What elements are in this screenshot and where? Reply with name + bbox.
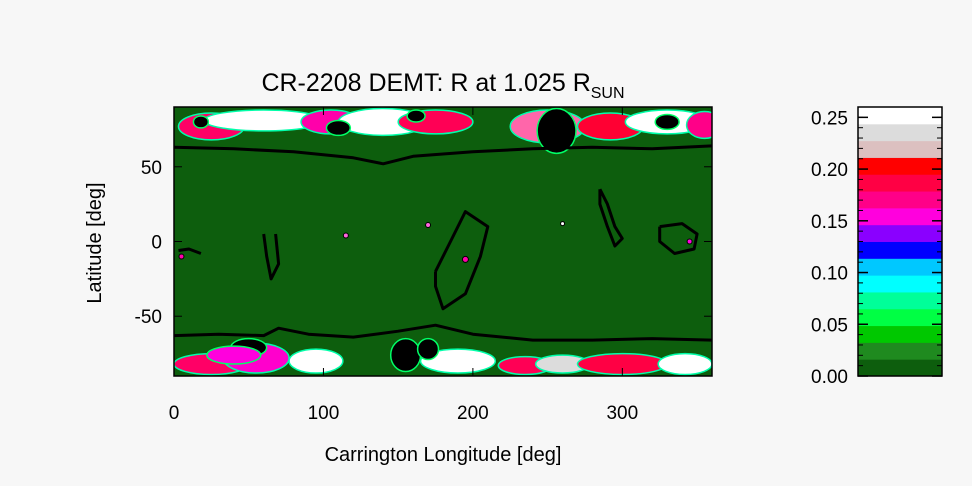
y-tick-label: 0 xyxy=(151,233,162,254)
map-region xyxy=(685,110,712,140)
map-hole xyxy=(192,115,210,129)
colorbar-step xyxy=(858,258,942,276)
colorbar-tick-label: 0.15 xyxy=(811,212,848,233)
map-boundary-line xyxy=(174,323,712,342)
chart-title-main: CR-2208 DEMT: R at 1.025 R xyxy=(261,69,590,97)
map-hole xyxy=(389,337,422,373)
map-spot xyxy=(178,253,185,260)
map-spot xyxy=(686,238,693,245)
colorbar-step xyxy=(858,291,942,310)
chart-title: CR-2208 DEMT: R at 1.025 RSUN xyxy=(261,69,624,102)
y-axis-label: Latitude [deg] xyxy=(84,182,106,303)
y-tick-label: -50 xyxy=(135,307,162,328)
colorbar: 0.00 0.05 0.10 0.15 0.20 0.25 xyxy=(811,106,943,388)
colorbar-color-steps xyxy=(858,107,942,377)
map-hole xyxy=(654,113,680,131)
map-spot xyxy=(461,255,469,263)
colorbar-step xyxy=(858,308,942,327)
map-data-layer xyxy=(174,107,712,376)
map-hole xyxy=(206,345,262,365)
map-region xyxy=(657,352,712,376)
map-hole xyxy=(325,119,352,137)
map-spot xyxy=(425,222,432,229)
colorbar-step xyxy=(858,174,942,192)
colorbar-step xyxy=(858,241,942,259)
map-ticks: 0 100 200 300 50 0 -50 xyxy=(135,107,712,424)
colorbar-step xyxy=(858,224,942,242)
map-boundary-line xyxy=(262,233,281,281)
colorbar-step xyxy=(858,207,942,226)
map-spot xyxy=(560,221,566,227)
map-boundary-line xyxy=(178,247,202,255)
colorbar-step xyxy=(858,107,942,125)
map-region xyxy=(288,348,344,374)
map-region xyxy=(419,348,497,374)
colorbar-step xyxy=(858,191,942,209)
colorbar-step xyxy=(858,342,942,360)
colorbar-step xyxy=(858,359,942,377)
x-axis-label: Carrington Longitude [deg] xyxy=(325,444,562,466)
colorbar-tick-label: 0.00 xyxy=(811,367,848,388)
colorbar-tick-label: 0.10 xyxy=(811,264,848,285)
chart-title-subscript: SUN xyxy=(591,85,625,102)
map-spot xyxy=(342,232,349,239)
colorbar-step xyxy=(858,325,942,343)
y-tick-label: 50 xyxy=(141,158,162,179)
map-boundary-line xyxy=(434,210,490,311)
map-boundary-line xyxy=(658,222,699,255)
colorbar-step xyxy=(858,123,942,142)
colorbar-step xyxy=(858,157,942,175)
colorbar-tick-label: 0.25 xyxy=(811,108,848,129)
x-tick-label: 100 xyxy=(308,403,340,424)
colorbar-tick-label: 0.05 xyxy=(811,315,848,336)
map-boundary-line xyxy=(174,144,712,166)
x-tick-label: 200 xyxy=(457,403,489,424)
colorbar-step xyxy=(858,275,942,293)
map-hole xyxy=(406,109,426,123)
x-tick-label: 0 xyxy=(169,403,180,424)
map-hole xyxy=(416,337,440,361)
colorbar-ticks: 0.00 0.05 0.10 0.15 0.20 0.25 xyxy=(811,106,942,388)
colorbar-step xyxy=(858,140,942,158)
map-hole xyxy=(536,107,577,155)
map-boundary-line xyxy=(598,188,624,248)
colorbar-tick-label: 0.20 xyxy=(811,160,848,181)
map-plot-area: 0 100 200 300 50 0 -50 xyxy=(135,106,713,424)
x-tick-label: 300 xyxy=(606,403,638,424)
